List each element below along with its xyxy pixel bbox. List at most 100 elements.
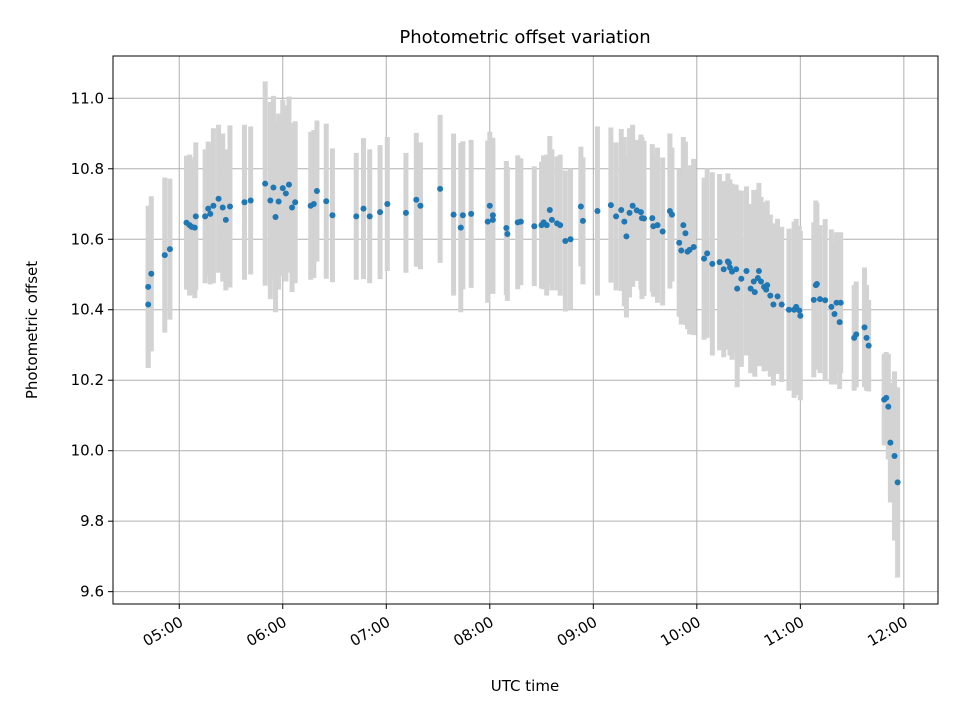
data-point: [757, 278, 764, 285]
data-point: [750, 278, 757, 285]
data-point: [796, 307, 803, 314]
data-point: [285, 181, 292, 188]
data-point: [450, 211, 457, 218]
data-point: [690, 244, 697, 251]
data-point: [413, 196, 420, 203]
data-point: [402, 209, 409, 216]
data-point: [836, 319, 843, 326]
data-point: [503, 224, 510, 231]
data-point: [577, 203, 584, 210]
data-point: [215, 195, 222, 202]
plot-frame: [112, 55, 939, 605]
data-point: [546, 207, 553, 214]
data-point: [883, 394, 890, 401]
data-point: [323, 198, 330, 205]
data-point: [272, 214, 279, 221]
data-point: [360, 205, 367, 212]
data-point: [607, 202, 614, 209]
data-point: [885, 403, 892, 410]
data-point: [626, 209, 633, 216]
data-point: [822, 297, 829, 304]
data-point: [202, 213, 209, 220]
data-point: [770, 301, 777, 308]
data-point: [353, 213, 360, 220]
data-point: [716, 259, 723, 266]
chart-title: Photometric offset variation: [399, 27, 650, 48]
data-point: [366, 213, 373, 220]
data-point: [579, 217, 586, 224]
data-point: [734, 285, 741, 292]
data-point: [484, 218, 491, 225]
y-tick-label: 10.4: [71, 301, 104, 319]
data-point: [292, 199, 299, 206]
data-point: [517, 218, 524, 225]
data-point: [733, 266, 740, 273]
y-tick-label: 10.0: [71, 442, 104, 460]
data-point: [833, 299, 840, 306]
data-point: [457, 224, 464, 231]
data-point: [279, 185, 286, 192]
data-point: [313, 187, 320, 194]
data-point: [682, 230, 689, 237]
data-point: [262, 180, 269, 187]
y-axis-label: Photometric offset: [23, 261, 41, 399]
data-point: [649, 215, 656, 222]
x-axis-label: UTC time: [491, 677, 559, 695]
data-point: [828, 303, 835, 310]
data-point: [289, 204, 296, 211]
data-point: [680, 222, 687, 229]
data-point: [145, 283, 152, 290]
data-point: [891, 452, 898, 459]
data-point: [282, 190, 289, 197]
data-point: [618, 207, 625, 214]
data-point: [747, 285, 754, 292]
data-point: [417, 202, 424, 209]
data-point: [205, 205, 212, 212]
data-point: [557, 222, 564, 229]
data-point: [678, 247, 685, 254]
data-point: [709, 260, 716, 267]
data-point: [310, 201, 317, 208]
data-point: [489, 216, 496, 223]
data-point: [767, 292, 774, 299]
data-point: [222, 216, 229, 223]
data-point: [384, 201, 391, 208]
data-point: [831, 310, 838, 317]
data-point: [863, 334, 870, 341]
data-point: [837, 299, 844, 306]
data-point: [148, 270, 155, 277]
data-point: [567, 236, 574, 243]
data-point: [894, 479, 901, 486]
data-point: [562, 238, 569, 245]
data-point: [725, 259, 732, 266]
data-point: [797, 312, 804, 319]
data-point: [166, 246, 173, 253]
data-point: [785, 306, 792, 313]
data-point: [810, 296, 817, 303]
y-tick-label: 10.6: [71, 230, 104, 248]
data-point: [764, 282, 771, 289]
data-point: [267, 197, 274, 204]
data-point: [241, 199, 248, 206]
data-point: [145, 301, 152, 308]
data-point: [226, 203, 233, 210]
data-point: [720, 266, 727, 273]
data-point: [329, 212, 336, 219]
data-point: [629, 202, 636, 209]
data-point: [437, 185, 444, 192]
data-point: [275, 198, 282, 205]
data-point: [816, 296, 823, 303]
data-point: [486, 202, 493, 209]
y-tick-label: 11.0: [71, 89, 104, 107]
data-point: [641, 215, 648, 222]
y-tick-label: 10.2: [71, 371, 104, 389]
data-point: [548, 216, 555, 223]
data-point: [623, 233, 630, 240]
data-point: [504, 230, 511, 237]
data-point: [704, 250, 711, 257]
data-point: [543, 222, 550, 229]
data-point: [468, 210, 475, 217]
data-point: [210, 202, 217, 209]
data-point: [763, 286, 770, 293]
